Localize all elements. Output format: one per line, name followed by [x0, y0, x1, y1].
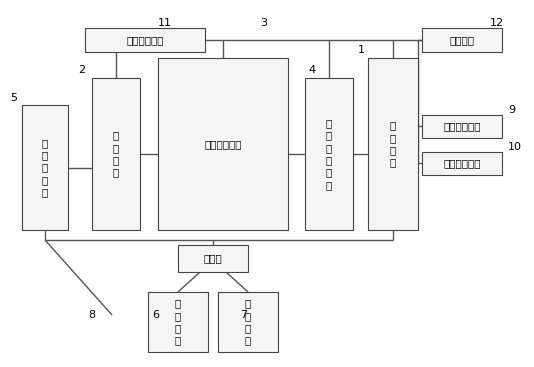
Bar: [305, 78, 353, 230]
Text: 主
控
制
板: 主 控 制 板: [390, 120, 396, 168]
Text: 充
放
电
单
元: 充 放 电 单 元: [42, 138, 48, 197]
Text: 供
电
输
出: 供 电 输 出: [175, 298, 181, 346]
Text: 10: 10: [508, 142, 522, 152]
Text: 6: 6: [152, 310, 159, 320]
Text: 状态显示模块: 状态显示模块: [443, 121, 481, 131]
Bar: [22, 105, 68, 230]
Text: 接触器: 接触器: [203, 254, 222, 264]
Text: 测
控
回
路
单
元: 测 控 回 路 单 元: [326, 118, 332, 190]
Bar: [92, 78, 140, 230]
Text: 8: 8: [88, 310, 95, 320]
Bar: [148, 292, 208, 352]
Text: 5: 5: [10, 93, 17, 103]
Text: 9: 9: [508, 105, 515, 115]
Text: 11: 11: [158, 18, 172, 28]
Bar: [178, 245, 248, 272]
Text: 2: 2: [78, 65, 85, 75]
Bar: [158, 58, 288, 230]
Bar: [218, 292, 278, 352]
Bar: [422, 28, 502, 52]
Text: 报警模块: 报警模块: [450, 35, 475, 45]
Text: 1: 1: [358, 45, 365, 55]
Bar: [422, 115, 502, 138]
Bar: [422, 152, 502, 175]
Text: 12: 12: [490, 18, 504, 28]
Text: 7: 7: [240, 310, 247, 320]
Text: 防盗感应单元: 防盗感应单元: [126, 35, 164, 45]
Text: 4: 4: [308, 65, 315, 75]
Text: 锂
电
池
组: 锂 电 池 组: [113, 130, 119, 178]
Text: 3: 3: [260, 18, 267, 28]
Bar: [85, 28, 205, 52]
Text: 人机交互界面: 人机交互界面: [443, 159, 481, 168]
Bar: [368, 58, 418, 230]
Text: 充
电
输
入: 充 电 输 入: [245, 298, 251, 346]
Text: 电池检测单元: 电池检测单元: [204, 139, 242, 149]
